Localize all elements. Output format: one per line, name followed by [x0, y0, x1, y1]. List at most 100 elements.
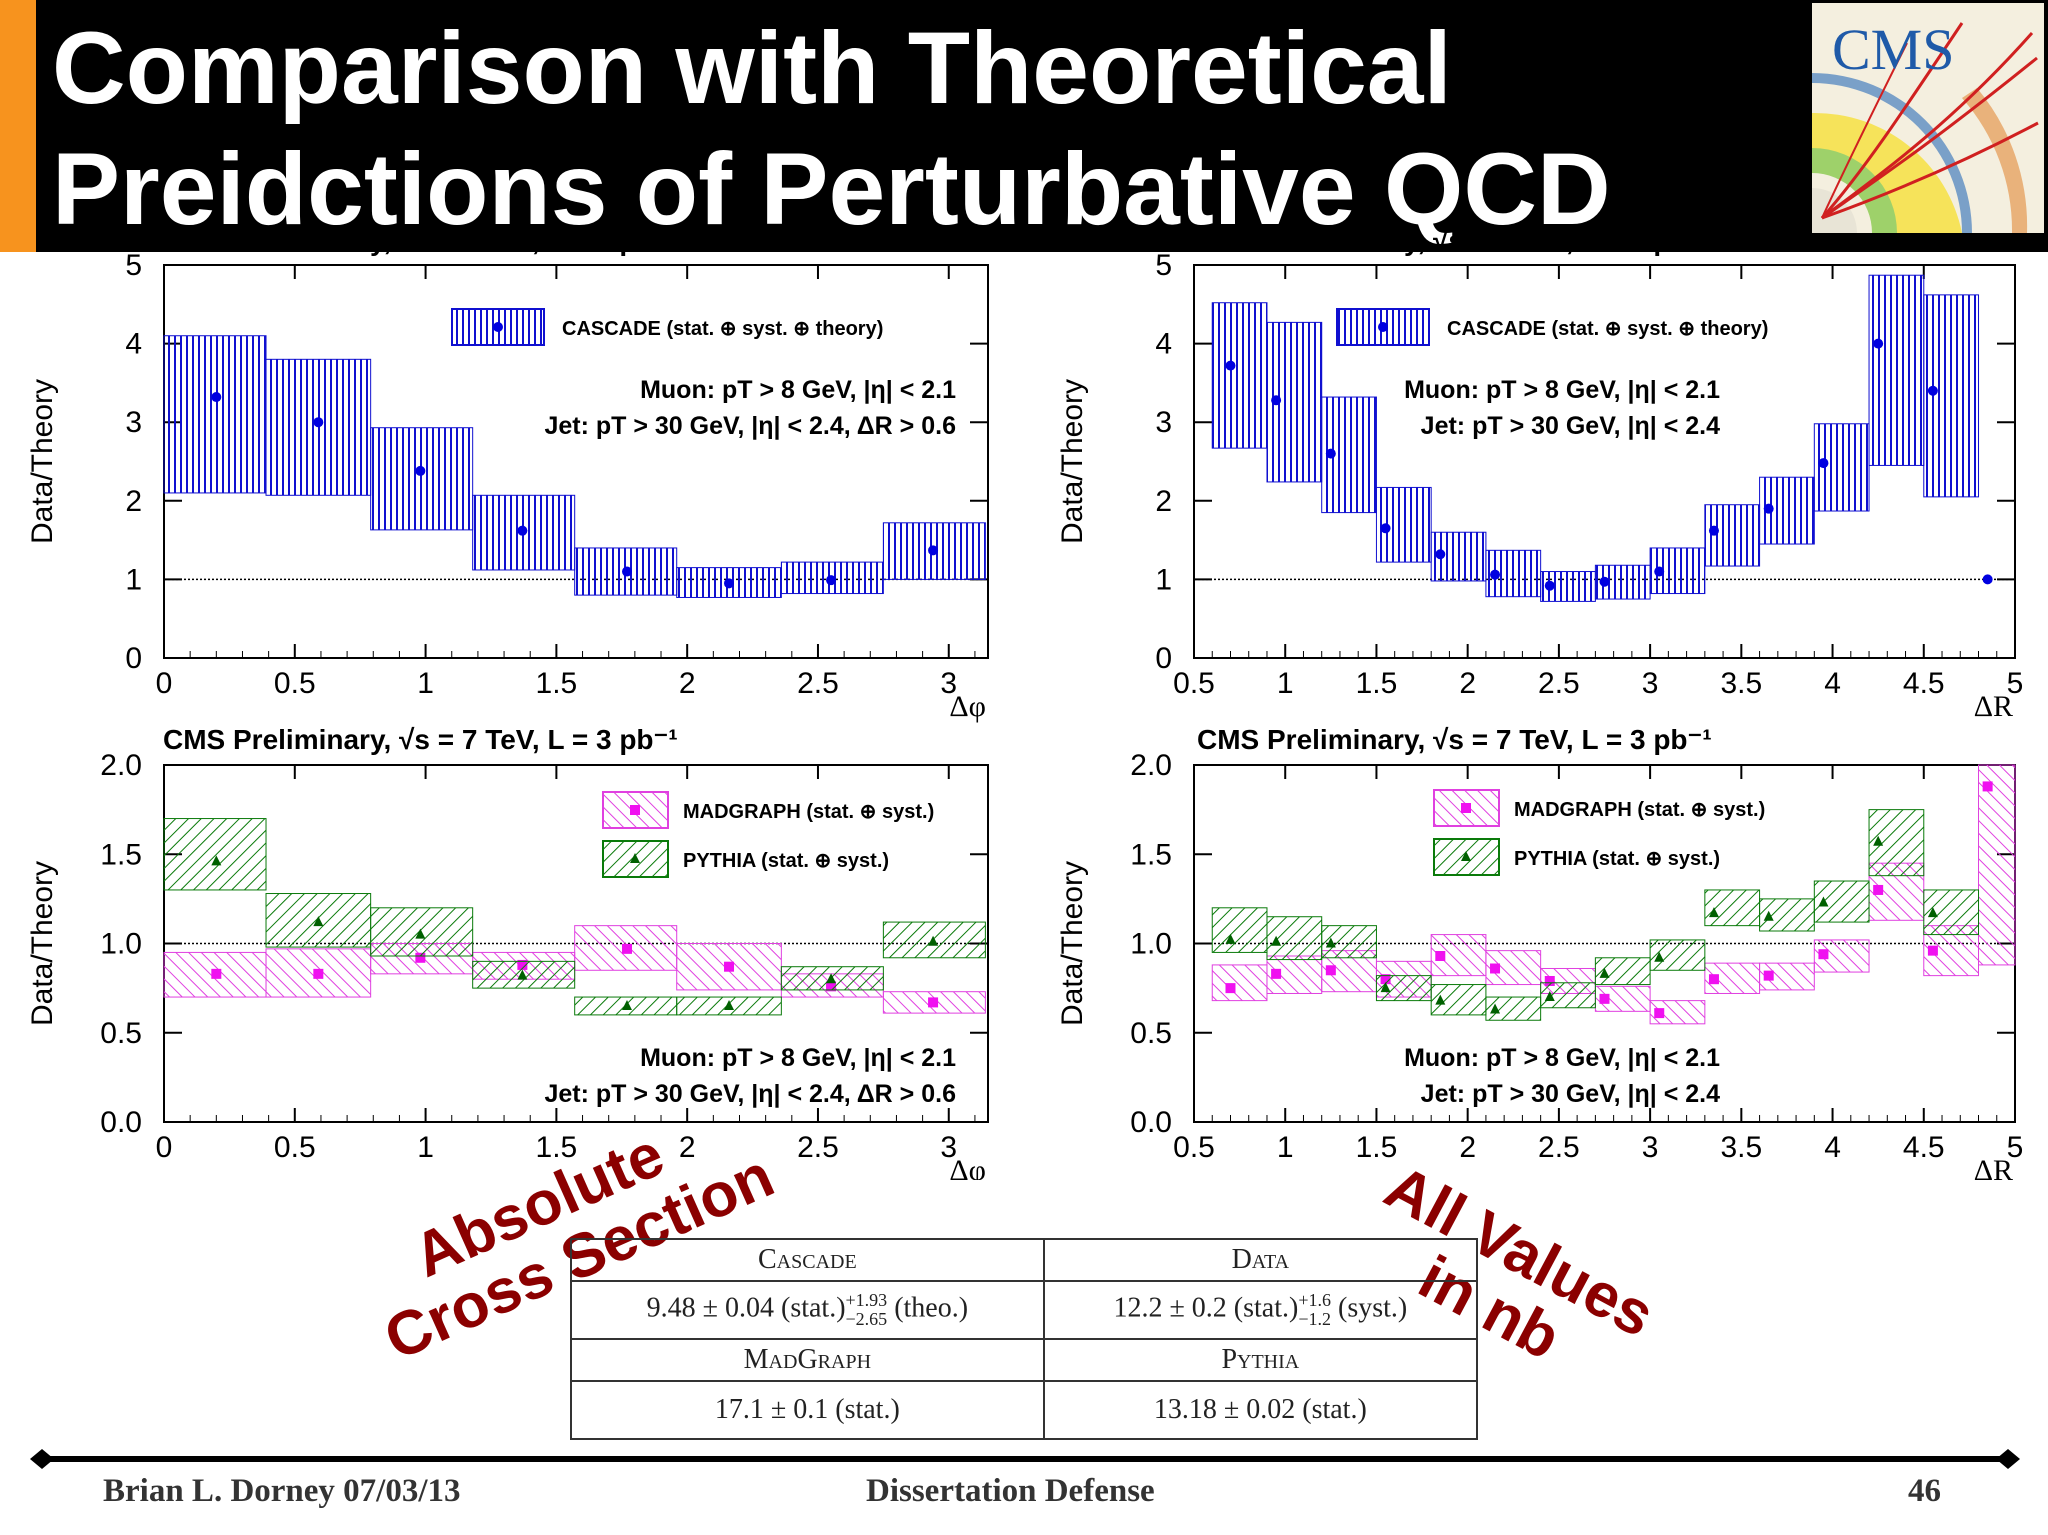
plot-frame: [1193, 264, 2016, 659]
chart-title: CMS Preliminary, √s = 7 TeV, L = 3 pb⁻¹: [163, 230, 678, 256]
data-point: [928, 997, 939, 1008]
chart-area: CMS Preliminary, √s = 7 TeV, L = 3 pb⁻¹ 0…: [26, 230, 2023, 1180]
y-tick-label: 0.5: [100, 1017, 142, 1050]
data-point: [1654, 1008, 1665, 1019]
data-point: [1271, 935, 1282, 946]
data-point: [1490, 963, 1501, 974]
x-tick-label: 3: [940, 667, 957, 700]
x-axis-label: ΔR: [1974, 1154, 2013, 1180]
series-2: [163, 818, 986, 1016]
data-point: [1708, 525, 1719, 536]
x-tick-label: 3.5: [1720, 1131, 1762, 1164]
y-tick-label: 2.0: [1130, 749, 1172, 782]
x-tick-label: 1: [1277, 1131, 1294, 1164]
error-band: [1759, 962, 1815, 991]
y-tick-label: 1.0: [100, 928, 142, 961]
footer-divider: [30, 1449, 2020, 1469]
data-point: [826, 973, 837, 984]
x-tick-label: 2.5: [797, 1131, 839, 1164]
y-tick-label: 2: [125, 485, 142, 518]
data-point: [1763, 503, 1774, 514]
y-tick-label: 3: [125, 406, 142, 439]
data-point: [1271, 968, 1282, 979]
x-axis-label: Δφ: [949, 690, 986, 723]
data-point: [1763, 970, 1774, 981]
error-band: [1211, 302, 1268, 449]
y-tick-label: 0.5: [1130, 1017, 1172, 1050]
x-axis-label: Δφ: [949, 1154, 986, 1180]
legend-label: CASCADE (stat. ⊕ syst. ⊕ theory): [1447, 318, 1768, 340]
data-point: [517, 525, 528, 536]
data-point: [1654, 566, 1665, 577]
data-point: [1325, 937, 1336, 948]
data-point: [928, 935, 939, 946]
selection-cut-label: Muon: pT > 8 GeV, |η| < 2.1: [1404, 1044, 1720, 1072]
cascade-err-down: −2.65: [845, 1309, 888, 1329]
y-tick-label: 1: [1155, 563, 1172, 596]
error-band: [370, 427, 474, 531]
title-bar: [0, 0, 2048, 252]
footer-event: Dissertation Defense: [866, 1473, 1155, 1509]
data-point: [622, 999, 633, 1010]
x-tick-label: 3: [940, 1131, 957, 1164]
error-band: [265, 358, 372, 496]
cms-logo-text: CMS: [1832, 17, 1955, 82]
y-tick-label: 0: [125, 642, 142, 675]
error-band: [1868, 274, 1925, 466]
selection-cut-label: Muon: pT > 8 GeV, |η| < 2.1: [1404, 376, 1720, 404]
data-point: [211, 968, 222, 979]
slide-title: Comparison with Theoretical Preidctions …: [52, 8, 1812, 250]
legend-label: PYTHIA (stat. ⊕ syst.): [683, 850, 889, 872]
legend-marker: [493, 322, 503, 332]
data-point: [826, 575, 837, 586]
footer-page-number: 46: [1908, 1473, 1941, 1509]
data-point: [724, 961, 735, 972]
table-cell-cascade: 9.48 ± 0.04 (stat.) +1.93 −2.65 (theo.): [570, 1280, 1045, 1340]
data-point: [622, 566, 633, 577]
data-point: [928, 545, 939, 556]
data-point: [1325, 965, 1336, 976]
x-tick-label: 0.5: [1173, 667, 1215, 700]
data-point: [211, 392, 222, 403]
data-point: [1544, 975, 1555, 986]
y-tick-label: 4: [125, 328, 142, 361]
series-1: [1211, 274, 1993, 602]
x-tick-label: 1.5: [536, 667, 578, 700]
x-tick-label: 4.5: [1903, 667, 1945, 700]
data-point: [1490, 1003, 1501, 1014]
data-point: [1380, 982, 1391, 993]
x-tick-label: 0.5: [274, 667, 316, 700]
y-tick-label: 1: [125, 563, 142, 596]
error-band: [1704, 889, 1761, 927]
data-point: [1380, 523, 1391, 534]
chart-panel-3: CMS Preliminary, √s = 7 TeV, L = 3 pb⁻¹ 0…: [26, 724, 989, 1180]
chart-panel-2: CMS Preliminary, √s = 7 TeV, L = 3 pb⁻¹ 0…: [1056, 230, 2023, 723]
data-point: [1654, 951, 1665, 962]
table-cell-madgraph: 17.1 ± 0.1 (stat.): [570, 1380, 1045, 1440]
data-point: [1225, 983, 1236, 994]
selection-cut-label: Jet: pT > 30 GeV, |η| < 2.4, ΔR > 0.6: [544, 1080, 956, 1108]
title-line-2: Preidctions of Perturbative QCD: [52, 132, 1611, 246]
chart-panel-4: CMS Preliminary, √s = 7 TeV, L = 3 pb⁻¹ 0…: [1056, 724, 2023, 1180]
data-point: [1225, 360, 1236, 371]
table-header-pythia: Pythia: [1042, 1338, 1479, 1382]
data-point: [313, 417, 324, 428]
legend-label: PYTHIA (stat. ⊕ syst.): [1514, 848, 1720, 870]
selection-cut-label: Jet: pT > 30 GeV, |η| < 2.4, ΔR > 0.6: [544, 412, 956, 440]
y-axis-label: Data/Theory: [26, 861, 59, 1026]
legend-marker: [1461, 851, 1471, 861]
x-tick-label: 1.5: [536, 1131, 578, 1164]
data-point: [1873, 338, 1884, 349]
x-tick-label: 0: [156, 1131, 173, 1164]
error-band: [1759, 476, 1815, 545]
data-point: [1763, 910, 1774, 921]
data-point: [1490, 569, 1501, 580]
data-point: [1435, 549, 1446, 560]
x-tick-label: 3: [1642, 667, 1659, 700]
chart-title: CMS Preliminary, √s = 7 TeV, L = 3 pb⁻¹: [163, 724, 678, 755]
y-tick-label: 2.0: [100, 749, 142, 782]
error-band: [1485, 996, 1542, 1021]
x-axis-label: ΔR: [1974, 690, 2013, 723]
x-tick-label: 0: [156, 667, 173, 700]
y-tick-label: 0: [1155, 642, 1172, 675]
